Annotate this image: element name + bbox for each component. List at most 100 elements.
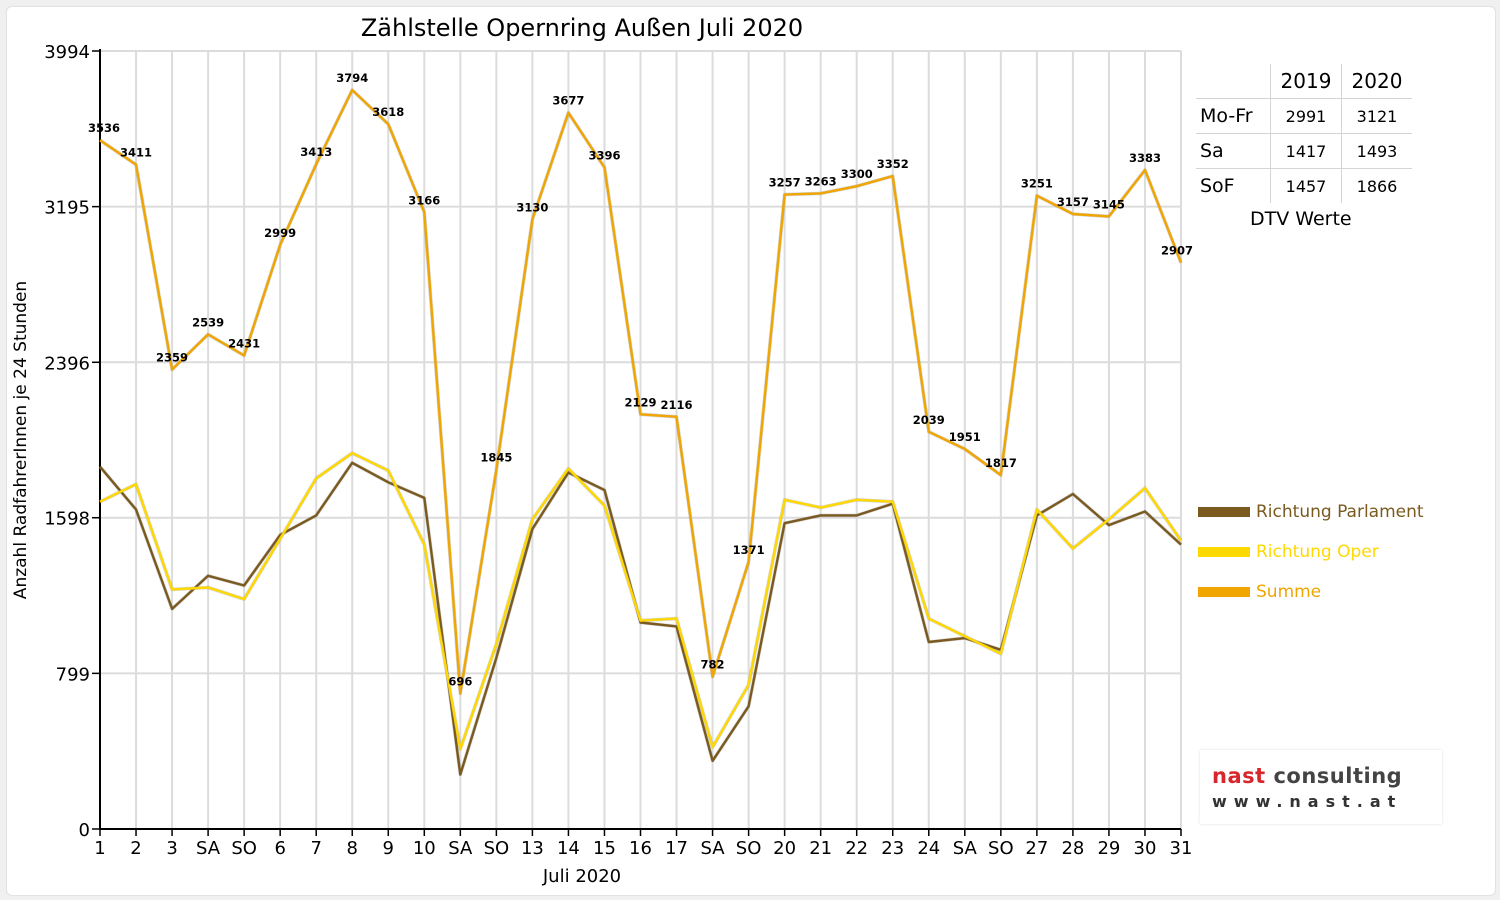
data-label: 1817 [985, 456, 1017, 470]
dtv-caption: DTV Werte [1250, 208, 1352, 230]
logo-name: nast consulting [1212, 764, 1402, 788]
grid [99, 50, 1182, 829]
data-label: 2539 [192, 315, 224, 329]
dtv-cell: 3121 [1341, 98, 1412, 134]
series-richtung-oper [99, 451, 1182, 751]
legend-item-summe: Summe [1198, 572, 1424, 612]
data-label: 3251 [1021, 177, 1053, 191]
data-label: 3677 [552, 94, 584, 108]
x-tick-label: 21 [809, 838, 832, 859]
legend-label: Richtung Oper [1256, 542, 1379, 562]
x-tick-label: 22 [845, 838, 868, 859]
legend: Richtung Parlament Richtung Oper Summe [1198, 492, 1424, 612]
dtv-header-row: 2019 2020 [1196, 64, 1412, 99]
logo-url: www.nast.at [1212, 792, 1403, 811]
dtv-row-sof: SoF 1457 1866 [1196, 168, 1412, 203]
x-tick-label: 3 [166, 838, 177, 859]
x-tick-label: 8 [347, 838, 358, 859]
dtv-header-2019: 2019 [1270, 64, 1342, 99]
series-summe [99, 88, 1183, 695]
data-label: 2431 [228, 336, 260, 350]
y-tick-label: 1598 [44, 509, 90, 530]
series-lines [98, 88, 1183, 777]
data-label: 2129 [624, 395, 656, 409]
data-label: 3413 [300, 145, 332, 159]
x-tick-label: 6 [274, 838, 285, 859]
dtv-row-sa: Sa 1417 1493 [1196, 133, 1412, 169]
logo-name-part1: nast [1212, 764, 1266, 788]
data-label: 1371 [733, 543, 765, 557]
data-label: 3383 [1129, 151, 1161, 165]
data-label: 3130 [516, 200, 548, 214]
y-tick-label: 3195 [44, 198, 90, 219]
x-tick-label: 14 [557, 838, 580, 859]
legend-swatch [1198, 587, 1250, 597]
legend-label: Summe [1256, 582, 1322, 602]
x-tick-label: SA [953, 838, 978, 859]
x-tick-label: 2 [130, 838, 141, 859]
dtv-row-label: SoF [1196, 168, 1271, 203]
data-label: 2907 [1161, 244, 1193, 258]
dtv-cell: 1457 [1270, 168, 1342, 203]
dtv-corner-cell [1196, 64, 1271, 99]
x-tick-label: 20 [773, 838, 796, 859]
logo-name-part2: consulting [1273, 764, 1403, 788]
dtv-cell: 1417 [1270, 133, 1342, 169]
data-label: 2116 [661, 398, 693, 412]
legend-swatch [1198, 507, 1250, 517]
x-tick-label: 9 [383, 838, 394, 859]
data-label: 3536 [88, 121, 120, 135]
x-tick-label: SO [484, 838, 510, 859]
y-tick-label: 2396 [44, 353, 90, 374]
data-label: 782 [701, 658, 725, 672]
data-label: 3263 [805, 174, 837, 188]
y-tick-label: 799 [56, 664, 90, 685]
dtv-table: 2019 2020 Mo-Fr 2991 3121 Sa 1417 1493 S… [1196, 64, 1412, 203]
data-label: 3257 [769, 176, 801, 190]
legend-item-parlament: Richtung Parlament [1198, 492, 1424, 532]
dtv-cell: 2991 [1270, 98, 1342, 134]
data-label: 3618 [372, 105, 404, 119]
legend-label: Richtung Parlament [1256, 502, 1424, 522]
dtv-header-2020: 2020 [1341, 64, 1412, 99]
dtv-cell: 1866 [1341, 168, 1412, 203]
x-tick-label: 16 [629, 838, 652, 859]
x-tick-label: 13 [521, 838, 544, 859]
data-label: 1845 [480, 451, 512, 465]
data-label: 3157 [1057, 195, 1089, 209]
data-label: 2999 [264, 226, 296, 240]
data-label: 3300 [841, 167, 873, 181]
chart-title: Zählstelle Opernring Außen Juli 2020 [361, 14, 803, 42]
legend-swatch [1198, 547, 1250, 557]
x-tick-label: 29 [1097, 838, 1120, 859]
data-label: 3411 [120, 146, 152, 160]
x-tick-label: 27 [1025, 838, 1048, 859]
x-tick-label: SO [988, 838, 1014, 859]
y-tick-label: 3994 [44, 42, 90, 63]
x-tick-label: 23 [881, 838, 904, 859]
x-tick-label: 1 [94, 838, 105, 859]
x-tick-label: 17 [665, 838, 688, 859]
x-tick-label: SO [231, 838, 257, 859]
legend-item-oper: Richtung Oper [1198, 532, 1424, 572]
data-label: 1951 [949, 430, 981, 444]
data-label: 3352 [877, 157, 909, 171]
data-label: 2039 [913, 413, 945, 427]
dtv-cell: 1493 [1341, 133, 1412, 169]
x-tick-label: 10 [413, 838, 436, 859]
x-tick-label: 15 [593, 838, 616, 859]
data-label: 3396 [588, 148, 620, 162]
dtv-row-label: Mo-Fr [1196, 98, 1271, 134]
x-tick-label: SA [196, 838, 221, 859]
dtv-row-mofr: Mo-Fr 2991 3121 [1196, 98, 1412, 134]
y-tick-label: 0 [79, 820, 90, 841]
data-label: 696 [448, 674, 472, 688]
dtv-row-label: Sa [1196, 133, 1271, 169]
x-tick-label: SA [701, 838, 726, 859]
x-tick-label: SO [736, 838, 762, 859]
data-label: 3145 [1093, 197, 1125, 211]
x-tick-label: SA [448, 838, 473, 859]
